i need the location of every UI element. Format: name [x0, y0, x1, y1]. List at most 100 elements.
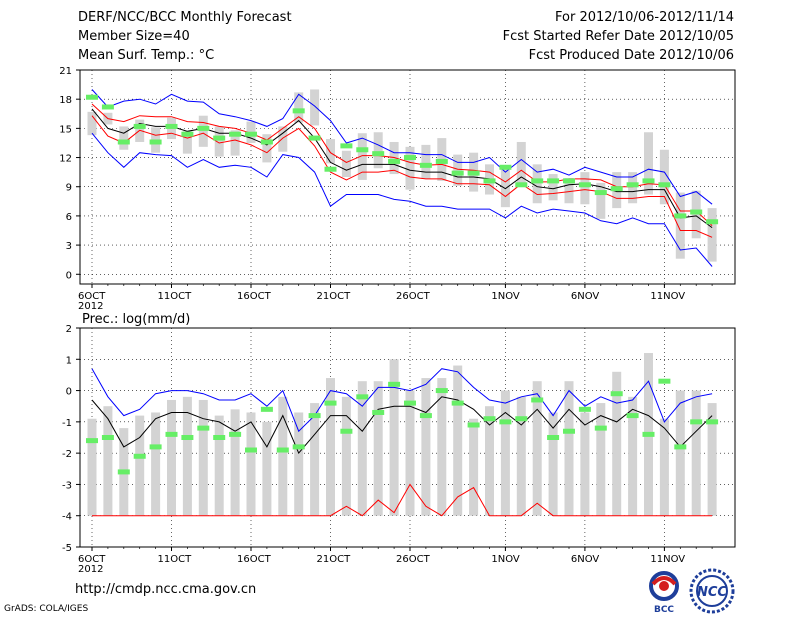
- prec-range-box: [516, 396, 526, 516]
- temp-max-line: [91, 89, 713, 205]
- prec-xtick-label: 21OCT: [317, 554, 352, 565]
- prec-observed-marker: [674, 444, 687, 450]
- prec-ytick-label: -4: [62, 512, 72, 523]
- temp-observed-marker: [372, 151, 385, 157]
- temp-observed-marker: [578, 182, 591, 188]
- prec-observed-marker: [229, 431, 242, 437]
- produced-date: Fcst Produced Date 2012/10/06: [528, 48, 734, 63]
- temp-ytick-label: 6: [66, 212, 72, 223]
- prec-observed-marker: [658, 378, 671, 384]
- prec-range-box: [437, 378, 447, 516]
- prec-ytick-label: -1: [62, 418, 72, 429]
- temp-observed-marker: [149, 139, 162, 145]
- temp-xtick-label: 26OCT: [396, 291, 431, 302]
- prec-range-box: [548, 412, 558, 516]
- prec-ytick-label: -2: [62, 449, 72, 460]
- temp-observed-marker: [324, 166, 337, 172]
- prec-observed-marker: [181, 435, 194, 440]
- temp-observed-marker: [308, 135, 321, 141]
- prec-ytick-label: 1: [66, 355, 72, 366]
- temp-range-box: [707, 208, 717, 262]
- prec-observed-marker: [690, 419, 703, 425]
- temp-observed-marker: [483, 178, 496, 184]
- temp-observed-marker: [181, 131, 194, 137]
- temp-range-box: [564, 177, 574, 204]
- temp-range-box: [373, 132, 383, 169]
- temp-range-box: [119, 126, 129, 150]
- grads-credit: GrADS: COLA/IGES: [4, 604, 89, 614]
- temp-observed-marker: [451, 170, 464, 176]
- prec-frame: [79, 327, 736, 548]
- prec-ytick-label: -5: [62, 543, 72, 554]
- temp-frame: [79, 69, 736, 285]
- temp-range-box: [389, 141, 399, 175]
- prec-range-box: [675, 390, 685, 516]
- temp-range-box: [198, 115, 208, 147]
- prec-range-box: [580, 412, 590, 516]
- prec-observed-marker: [531, 397, 544, 403]
- prec-observed-marker: [101, 435, 114, 440]
- temp-range-box: [182, 131, 192, 154]
- temp-range-box: [262, 134, 272, 163]
- temp-observed-marker: [658, 182, 671, 188]
- prec-range-box: [262, 421, 272, 516]
- temp-lower-line: [91, 115, 713, 238]
- prec-ytick-label: 2: [66, 324, 72, 335]
- temp-observed-marker: [435, 158, 448, 164]
- prec-observed-marker: [197, 425, 210, 431]
- forecast-period: For 2012/10/06-2012/11/14: [555, 10, 734, 25]
- bcc-logo: BCC: [649, 571, 679, 614]
- member-size: Member Size=40: [78, 29, 190, 44]
- ncc-logo: NCC: [689, 568, 735, 614]
- prec-range-box: [214, 415, 224, 516]
- temp-min-line: [91, 132, 713, 267]
- temp-observed-marker: [133, 123, 146, 129]
- prec-observed-marker: [292, 444, 305, 450]
- temp-range-box: [453, 154, 463, 186]
- prec-observed-marker: [626, 413, 639, 419]
- temp-observed-marker: [626, 182, 639, 188]
- prec-observed-marker: [499, 419, 512, 425]
- temp-range-box: [580, 172, 590, 205]
- temp-range-box: [310, 89, 320, 126]
- prec-range-box: [294, 412, 304, 516]
- temp-range-box: [675, 192, 685, 259]
- temp-range-box: [278, 126, 288, 152]
- prec-ytick-label: -3: [62, 480, 72, 491]
- prec-mean-line: [91, 396, 713, 455]
- temp-observed-marker: [674, 213, 687, 219]
- bcc-logo-text: BCC: [654, 605, 674, 614]
- prec-observed-marker: [372, 409, 385, 415]
- temp-xtick-label: 16OCT: [237, 291, 272, 302]
- temp-observed-marker: [467, 170, 480, 176]
- website-url[interactable]: http://cmdp.ncc.cma.gov.cn: [75, 582, 257, 597]
- prec-xtick-label: 11NOV: [650, 554, 685, 565]
- temp-observed-marker: [690, 209, 703, 215]
- prec-range-box: [278, 396, 288, 516]
- prec-range-box: [612, 371, 622, 516]
- temp-range-box: [548, 174, 558, 201]
- temp-observed-marker: [260, 139, 273, 145]
- temp-observed-marker: [563, 178, 575, 184]
- prec-observed-marker: [642, 431, 655, 437]
- temp-range-box: [500, 168, 510, 208]
- start-date: Fcst Started Refer Date 2012/10/05: [502, 29, 734, 44]
- temp-xtick-label: 11NOV: [650, 291, 685, 302]
- prec-observed-marker: [547, 435, 560, 440]
- prec-observed-marker: [483, 416, 496, 422]
- variable-label: Mean Surf. Temp.: °C: [78, 48, 215, 63]
- temp-observed-marker: [229, 131, 242, 137]
- temp-observed-marker: [515, 182, 528, 188]
- prec-range-box: [341, 396, 351, 516]
- temp-observed-marker: [213, 135, 226, 141]
- prec-range-box: [151, 412, 161, 516]
- temp-observed-marker: [165, 123, 178, 129]
- prec-range-box: [691, 390, 701, 516]
- prec-lower-line: [92, 483, 713, 517]
- temp-observed-marker: [642, 178, 655, 184]
- prec-xtick-label: 26OCT: [396, 554, 431, 565]
- temp-xtick-year: 2012: [78, 301, 103, 312]
- temp-observed-marker: [404, 155, 416, 161]
- temp-ytick-label: 3: [66, 241, 72, 252]
